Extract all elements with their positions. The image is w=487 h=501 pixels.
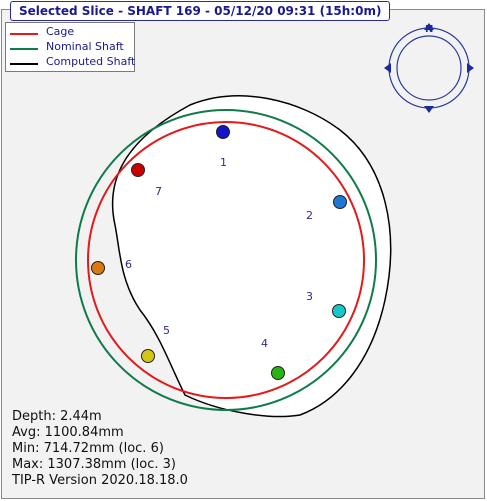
point-2-label: 2: [306, 209, 313, 222]
point-1-marker: [216, 125, 230, 139]
point-3-marker: [332, 304, 346, 318]
compass-north-label: N: [425, 24, 433, 35]
point-2-marker: [333, 195, 347, 209]
point-7-marker: [131, 163, 145, 177]
legend-label-computed-shaft: Computed Shaft: [46, 55, 136, 68]
point-5-marker: [141, 349, 155, 363]
point-6-marker: [91, 261, 105, 275]
version-readout: TIP-R Version 2020.18.18.0: [12, 473, 188, 488]
legend-swatch-nominal-shaft: [10, 48, 38, 50]
compass-icon[interactable]: [384, 23, 474, 113]
depth-readout: Depth: 2.44m: [12, 409, 102, 424]
min-readout: Min: 714.72mm (loc. 6): [12, 441, 164, 456]
legend-swatch-cage: [10, 33, 38, 35]
legend-label-nominal-shaft: Nominal Shaft: [46, 40, 124, 53]
legend-label-cage: Cage: [46, 25, 75, 38]
panel-title: Selected Slice - SHAFT 169 - 05/12/20 09…: [10, 1, 391, 21]
point-6-label: 6: [125, 258, 132, 271]
avg-readout: Avg: 1100.84mm: [12, 425, 124, 440]
cage-circle: [87, 121, 365, 399]
point-4-label: 4: [261, 337, 268, 350]
legend: Cage Nominal Shaft Computed Shaft: [5, 22, 135, 72]
point-3-label: 3: [306, 290, 313, 303]
computed-shaft-outline: [111, 95, 392, 418]
point-7-label: 7: [155, 185, 162, 198]
max-readout: Max: 1307.38mm (loc. 3): [12, 457, 176, 472]
point-5-label: 5: [163, 324, 170, 337]
legend-swatch-computed-shaft: [10, 63, 38, 65]
nominal-shaft-circle: [75, 109, 377, 411]
point-1-label: 1: [220, 156, 227, 169]
point-4-marker: [271, 366, 285, 380]
